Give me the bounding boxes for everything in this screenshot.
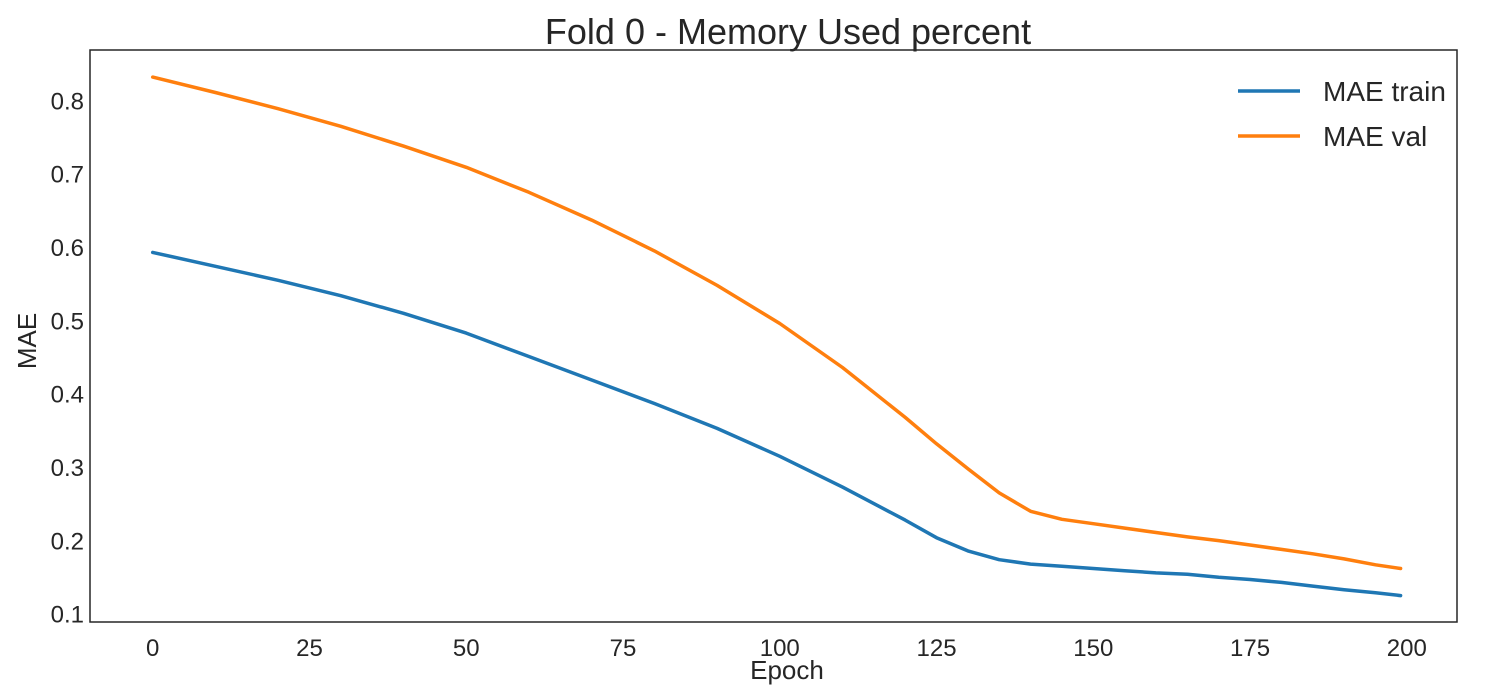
legend: MAE train MAE val [1238, 76, 1446, 152]
x-axis-ticks: 0 25 50 75 100 125 150 175 200 [146, 635, 1427, 662]
x-tick-label: 25 [296, 635, 323, 662]
x-tick-label: 100 [760, 635, 800, 662]
legend-label-1: MAE val [1323, 121, 1427, 152]
y-axis-ticks: 0.1 0.2 0.3 0.4 0.5 0.6 0.7 0.8 [51, 88, 84, 628]
y-tick-label: 0.1 [51, 602, 84, 629]
x-tick-label: 50 [453, 635, 480, 662]
x-tick-label: 0 [146, 635, 159, 662]
plot-frame [89, 49, 1458, 623]
x-tick-label: 75 [610, 635, 637, 662]
series-line-1 [150, 75, 1403, 571]
series-line-0 [150, 250, 1403, 598]
y-tick-label: 0.7 [51, 162, 84, 189]
y-tick-label: 0.5 [51, 308, 84, 335]
x-tick-label: 200 [1387, 635, 1427, 662]
x-tick-label: 150 [1073, 635, 1113, 662]
x-tick-label: 175 [1230, 635, 1270, 662]
x-tick-label: 125 [917, 635, 957, 662]
y-tick-label: 0.6 [51, 235, 84, 262]
x-axis-label: Epoch [750, 655, 824, 685]
legend-label-0: MAE train [1323, 76, 1446, 107]
series-lines [150, 75, 1403, 598]
y-tick-label: 0.3 [51, 455, 84, 482]
y-tick-label: 0.4 [51, 382, 84, 409]
chart-title: Fold 0 - Memory Used percent [545, 11, 1031, 52]
y-tick-label: 0.2 [51, 528, 84, 555]
y-axis-label: MAE [12, 313, 42, 369]
y-tick-label: 0.8 [51, 88, 84, 115]
